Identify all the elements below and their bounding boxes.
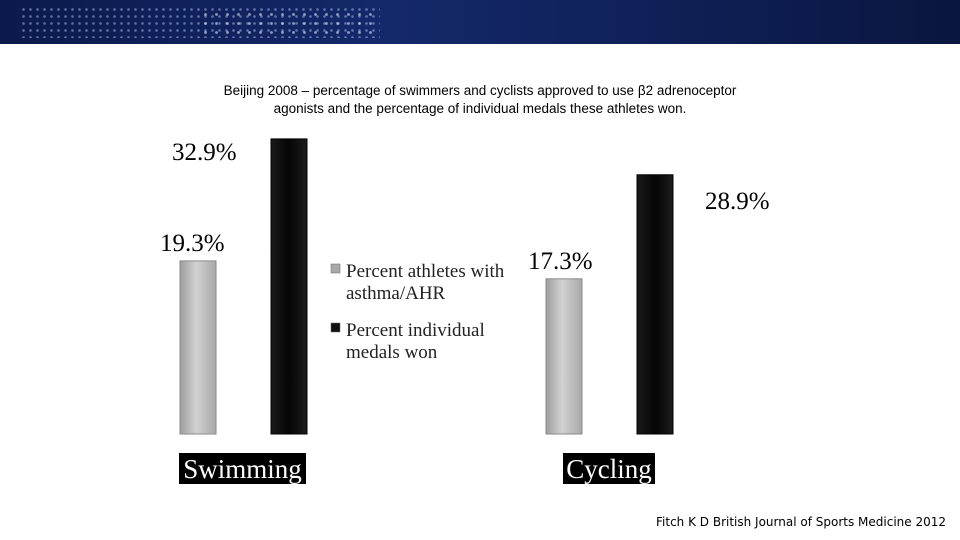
data-label-cycling-asthma: 17.3% [528, 248, 593, 275]
bar-swimming-asthma [179, 260, 217, 435]
category-box-swimming [179, 453, 306, 484]
legend-swatch-medals [330, 322, 341, 333]
data-label-swimming-medals: 32.9% [172, 139, 237, 166]
category-label-cycling: Cycling [566, 454, 652, 484]
legend-label-asthma: Percent athletes with [346, 261, 505, 282]
category-box-cycling [563, 453, 655, 484]
legend-label-medals: Percent individual [346, 320, 485, 341]
bar-swimming-medals [270, 138, 308, 435]
bar-cycling-asthma [545, 278, 583, 435]
header-banner [0, 0, 960, 44]
legend-label-medals: medals won [346, 342, 438, 363]
data-label-cycling-medals: 28.9% [705, 188, 770, 215]
category-label-swimming: Swimming [183, 454, 302, 484]
chart-title: Beijing 2008 – percentage of swimmers an… [223, 83, 737, 116]
legend-label-asthma: asthma/AHR [346, 283, 446, 304]
legend-swatch-asthma [330, 263, 341, 274]
dotted-world-map-icon [200, 10, 380, 36]
bar-cycling-medals [636, 174, 674, 435]
citation: Fitch K D British Journal of Sports Medi… [656, 515, 946, 529]
data-label-swimming-asthma: 19.3% [160, 230, 225, 257]
